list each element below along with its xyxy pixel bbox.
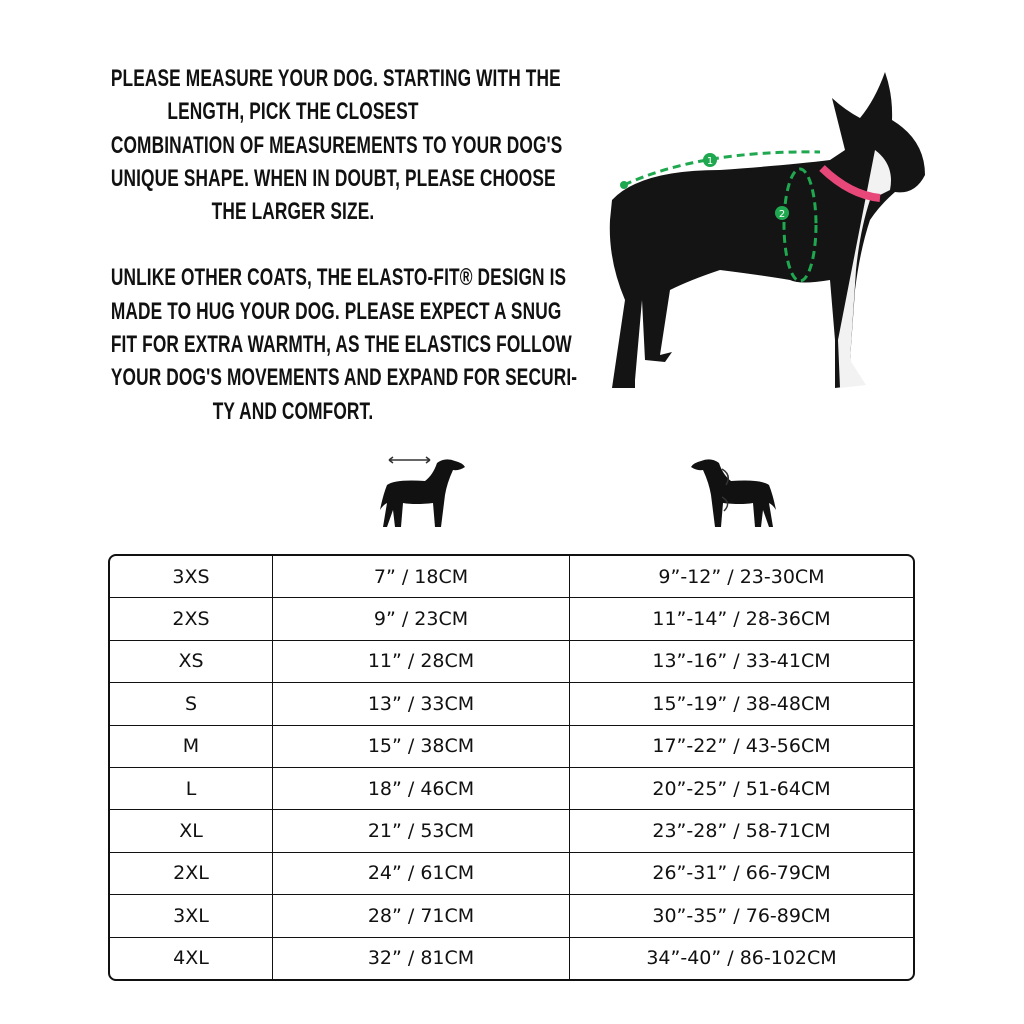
back-length: 32” / 81CM <box>273 937 570 979</box>
marker-1 <box>703 153 717 167</box>
back-length: 28” / 71CM <box>273 895 570 938</box>
chest-girth: 23”-28” / 58-71CM <box>570 810 913 853</box>
fit-note-line: TY AND COMFORT. <box>212 397 374 425</box>
svg-text:1: 1 <box>707 156 713 167</box>
size-label: XS <box>110 640 273 684</box>
chest-girth: 11”-14” / 28-36CM <box>570 598 913 641</box>
size-label: 4XL <box>110 937 273 979</box>
instruction-line: PLEASE MEASURE YOUR DOG. STARTING WITH T… <box>110 65 561 92</box>
size-row: 2XS 9” / 23CM 11”-14” / 28-36CM <box>110 598 913 641</box>
chest-girth: 26”-31” / 66-79CM <box>570 853 913 896</box>
back-length: 18” / 46CM <box>273 767 570 811</box>
size-row: XS 11” / 28CM 13”-16” / 33-41CM <box>110 640 913 684</box>
size-label: 3XS <box>110 556 273 599</box>
size-row: 3XL 28” / 71CM 30”-35” / 76-89CM <box>110 895 913 938</box>
size-row: S 13” / 33CM 15”-19” / 38-48CM <box>110 683 913 726</box>
size-label: L <box>110 767 273 811</box>
size-table: 3XS 7” / 18CM 9”-12” / 23-30CM 2XS 9” / 23CM… <box>108 554 915 981</box>
dog-length-icon <box>380 456 465 527</box>
fit-note-line: UNLIKE OTHER COATS, THE ELASTO-FIT® DESI… <box>110 264 567 292</box>
back-length: 21” / 53CM <box>273 810 570 853</box>
dog-measurement-photo: 1 2 <box>609 72 925 388</box>
back-length: 15” / 38CM <box>273 725 570 768</box>
back-length: 7” / 18CM <box>273 556 570 599</box>
size-label: 3XL <box>110 895 273 938</box>
size-row: L 18” / 46CM 20”-25” / 51-64CM <box>110 767 913 811</box>
chest-girth: 9”-12” / 23-30CM <box>570 556 913 599</box>
instruction-line: COMBINATION OF MEASUREMENTS TO YOUR DOG'… <box>110 131 563 159</box>
svg-text:2: 2 <box>779 209 785 220</box>
instruction-line: LENGTH, PICK THE CLOSEST <box>167 98 419 126</box>
size-label: 2XS <box>110 598 273 641</box>
size-label: 2XL <box>110 852 273 896</box>
size-label: XL <box>110 810 273 853</box>
back-length: 13” / 33CM <box>273 683 570 726</box>
back-length: 11” / 28CM <box>273 640 570 684</box>
size-label: M <box>110 725 273 768</box>
size-row: XL 21” / 53CM 23”-28” / 58-71CM <box>110 810 913 853</box>
chest-girth: 30”-35” / 76-89CM <box>570 895 913 938</box>
size-row: 2XL 24” / 61CM 26”-31” / 66-79CM <box>110 852 913 896</box>
chest-girth: 34”-40” / 86-102CM <box>646 947 837 970</box>
size-row: M 15” / 38CM 17”-22” / 43-56CM <box>110 725 913 768</box>
marker-2 <box>775 206 789 220</box>
fit-note-line: MADE TO HUG YOUR DOG. PLEASE EXPECT A SN… <box>110 297 562 325</box>
size-label: S <box>110 683 273 726</box>
chest-girth: 20”-25” / 51-64CM <box>570 768 913 811</box>
back-length: 9” / 23CM <box>273 598 570 641</box>
back-length: 24” / 61CM <box>273 852 570 896</box>
size-row: 4XL 32” / 81CM 34”-40” / 86-102CM <box>110 937 913 979</box>
chest-girth: 15”-19” / 38-48CM <box>570 683 913 726</box>
measuring-instructions: PLEASE MEASURE YOUR DOG. STARTING WITH T… <box>40 62 578 428</box>
fit-note-line: FIT FOR EXTRA WARMTH, AS THE ELASTICS FO… <box>110 331 572 359</box>
size-row: 3XS 7” / 18CM 9”-12” / 23-30CM <box>110 556 913 599</box>
chest-girth: 17”-22” / 43-56CM <box>570 726 913 768</box>
chest-girth: 13”-16” / 33-41CM <box>570 641 913 684</box>
fit-note-line: YOUR DOG'S MOVEMENTS AND EXPAND FOR SECU… <box>110 364 578 392</box>
instruction-line: THE LARGER SIZE. <box>211 198 375 226</box>
dog-chest-girth-icon <box>691 459 776 527</box>
instruction-line: UNIQUE SHAPE. WHEN IN DOUBT, PLEASE CHOO… <box>110 164 556 192</box>
